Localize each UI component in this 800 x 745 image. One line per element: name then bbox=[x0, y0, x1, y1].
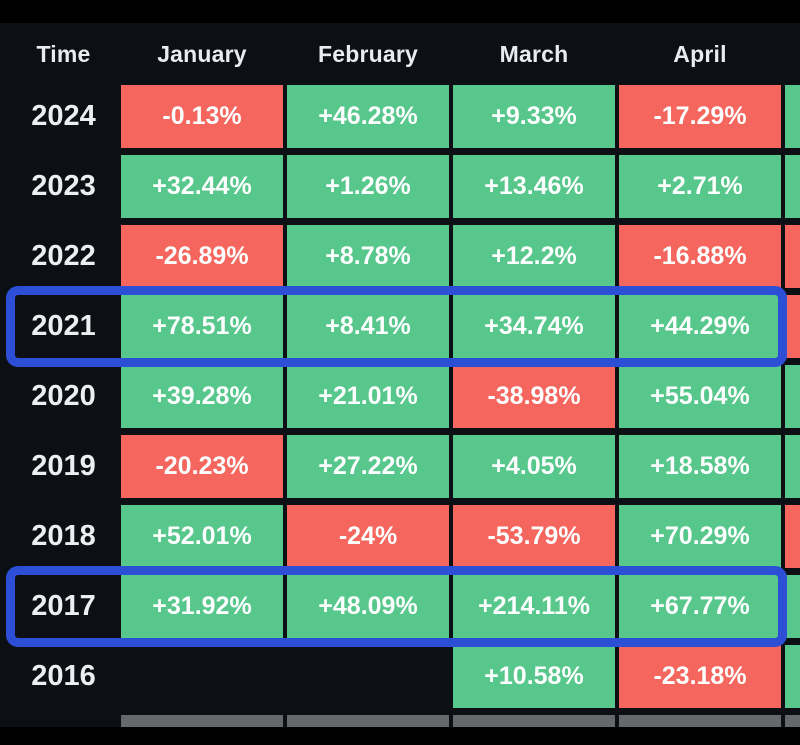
cell-2020-march: -38.98% bbox=[453, 365, 615, 428]
cell-2020-january: +39.28% bbox=[121, 365, 283, 428]
cell-2021-april: +44.29% bbox=[619, 295, 781, 358]
partial-row-time-gap bbox=[10, 715, 117, 727]
column-header-april: April bbox=[673, 40, 727, 67]
year-label-2017: 2017 bbox=[31, 590, 96, 622]
cell-2022-february: +8.78% bbox=[287, 225, 449, 288]
cell-2019-march: +4.05% bbox=[453, 435, 615, 498]
partial-row-next-partial bbox=[785, 715, 800, 727]
table-row-2024: 2024 -0.13% +46.28% +9.33% -17.29% bbox=[10, 85, 800, 148]
year-label-2021: 2021 bbox=[31, 310, 96, 342]
cell-2017-march: +214.11% bbox=[453, 575, 615, 638]
cell-2022-april: -16.88% bbox=[619, 225, 781, 288]
cell-2017-january: +31.92% bbox=[121, 575, 283, 638]
cell-2018-february: -24% bbox=[287, 505, 449, 568]
cell-2024-february: +46.28% bbox=[287, 85, 449, 148]
cell-2017-next-partial bbox=[785, 575, 800, 638]
cell-2017-april: +67.77% bbox=[619, 575, 781, 638]
cell-2022-january: -26.89% bbox=[121, 225, 283, 288]
table-row-2019: 2019 -20.23% +27.22% +4.05% +18.58% bbox=[10, 435, 800, 498]
cell-2019-next-partial bbox=[785, 435, 800, 498]
cell-2022-march: +12.2% bbox=[453, 225, 615, 288]
year-label-2016: 2016 bbox=[31, 660, 96, 692]
cell-2023-next-partial bbox=[785, 155, 800, 218]
cell-2022-next-partial bbox=[785, 225, 800, 288]
cell-2023-april: +2.71% bbox=[619, 155, 781, 218]
column-header-time: Time bbox=[36, 40, 91, 67]
table-row-2018: 2018 +52.01% -24% -53.79% +70.29% bbox=[10, 505, 800, 568]
cell-2018-january: +52.01% bbox=[121, 505, 283, 568]
table-row-2017: 2017 +31.92% +48.09% +214.11% +67.77% bbox=[10, 575, 800, 638]
cell-2020-april: +55.04% bbox=[619, 365, 781, 428]
cell-2016-next-partial bbox=[785, 645, 800, 708]
cell-2016-april: -23.18% bbox=[619, 645, 781, 708]
cell-2021-january: +78.51% bbox=[121, 295, 283, 358]
table-header-row: Time January February March April bbox=[10, 23, 800, 85]
column-header-january: January bbox=[157, 40, 247, 67]
table-row-2021: 2021 +78.51% +8.41% +34.74% +44.29% bbox=[10, 295, 800, 358]
table-row-2020: 2020 +39.28% +21.01% -38.98% +55.04% bbox=[10, 365, 800, 428]
cell-2019-april: +18.58% bbox=[619, 435, 781, 498]
cell-2016-january bbox=[121, 645, 283, 708]
table-row-2022: 2022 -26.89% +8.78% +12.2% -16.88% bbox=[10, 225, 800, 288]
partial-row-cell bbox=[453, 715, 615, 727]
cell-2019-january: -20.23% bbox=[121, 435, 283, 498]
cell-2020-february: +21.01% bbox=[287, 365, 449, 428]
cell-2019-february: +27.22% bbox=[287, 435, 449, 498]
cell-2021-march: +34.74% bbox=[453, 295, 615, 358]
cell-2023-march: +13.46% bbox=[453, 155, 615, 218]
column-header-march: March bbox=[499, 40, 569, 67]
cell-2021-next-partial bbox=[785, 295, 800, 358]
cell-2018-april: +70.29% bbox=[619, 505, 781, 568]
cell-2018-next-partial bbox=[785, 505, 800, 568]
cell-2021-february: +8.41% bbox=[287, 295, 449, 358]
cell-2020-next-partial bbox=[785, 365, 800, 428]
column-header-february: February bbox=[317, 40, 419, 67]
cell-2018-march: -53.79% bbox=[453, 505, 615, 568]
cell-2024-april: -17.29% bbox=[619, 85, 781, 148]
partial-row-cell bbox=[287, 715, 449, 727]
cell-2023-february: +1.26% bbox=[287, 155, 449, 218]
year-label-2020: 2020 bbox=[31, 380, 96, 412]
partial-bottom-row bbox=[10, 715, 800, 727]
year-label-2023: 2023 bbox=[31, 170, 96, 202]
partial-row-cell bbox=[619, 715, 781, 727]
year-label-2019: 2019 bbox=[31, 450, 96, 482]
table-row-2016: 2016 +10.58% -23.18% bbox=[10, 645, 800, 708]
year-label-2024: 2024 bbox=[31, 100, 96, 132]
cell-2024-january: -0.13% bbox=[121, 85, 283, 148]
cell-2016-march: +10.58% bbox=[453, 645, 615, 708]
returns-table: Time January February March April 2024 -0.13% +… bbox=[0, 23, 800, 727]
year-label-2022: 2022 bbox=[31, 240, 96, 272]
cell-2023-january: +32.44% bbox=[121, 155, 283, 218]
cell-2024-march: +9.33% bbox=[453, 85, 615, 148]
cell-2017-february: +48.09% bbox=[287, 575, 449, 638]
partial-row-cell bbox=[121, 715, 283, 727]
table-row-2023: 2023 +32.44% +1.26% +13.46% +2.71% bbox=[10, 155, 800, 218]
year-label-2018: 2018 bbox=[31, 520, 96, 552]
cell-2024-next-partial bbox=[785, 85, 800, 148]
column-header-next-partial bbox=[785, 23, 800, 85]
cell-2016-february bbox=[287, 645, 449, 708]
